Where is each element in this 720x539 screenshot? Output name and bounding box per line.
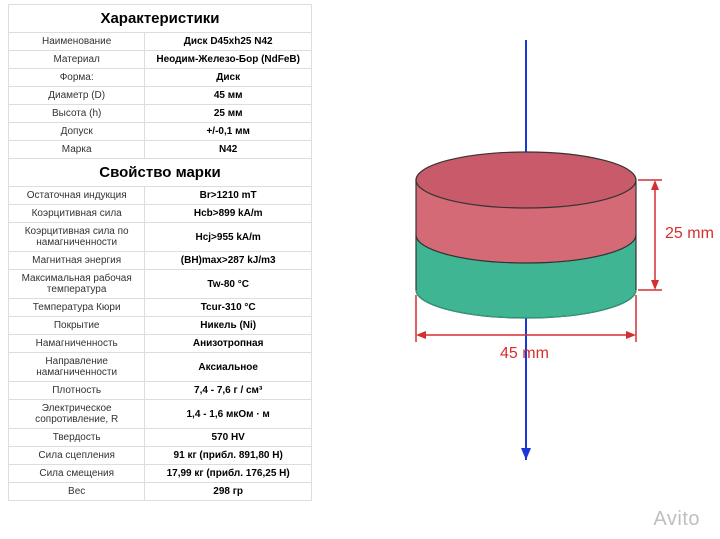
spec-value: Hcj>955 kA/m (145, 223, 312, 252)
spec-value: Диск D45xh25 N42 (145, 33, 312, 51)
spec-value: +/-0,1 мм (145, 123, 312, 141)
spec-value: 91 кг (прибл. 891,80 Н) (145, 447, 312, 465)
table-row: Температура КюриTcur-310 °C (9, 299, 312, 317)
table-row: Электрическое сопротивление, R1,4 - 1,6 … (9, 400, 312, 429)
spec-value: Tw-80 °C (145, 270, 312, 299)
dim-width-label: 45 mm (500, 345, 549, 363)
spec-value: N42 (145, 141, 312, 159)
table-row: Плотность7,4 - 7,6 г / см³ (9, 382, 312, 400)
table-row: НаименованиеДиск D45xh25 N42 (9, 33, 312, 51)
table-row: Остаточная индукцияBr>1210 mT (9, 187, 312, 205)
spec-label: Форма: (9, 69, 145, 87)
table-row: Магнитная энергия(BH)max>287 kJ/m3 (9, 252, 312, 270)
section-header-specs: Характеристики (9, 5, 312, 33)
spec-value: 1,4 - 1,6 мкОм · м (145, 400, 312, 429)
spec-label: Максимальная рабочая температура (9, 270, 145, 299)
spec-value: Неодим-Железо-Бор (NdFeB) (145, 51, 312, 69)
table-row: Направление намагниченностиАксиальное (9, 353, 312, 382)
section-header-grade: Свойство марки (9, 159, 312, 187)
spec-value: 25 мм (145, 105, 312, 123)
dim-height-label: 25 mm (665, 225, 714, 243)
spec-value: 298 гр (145, 483, 312, 501)
spec-value: Hcb>899 kA/m (145, 205, 312, 223)
spec-label: Диаметр (D) (9, 87, 145, 105)
spec-value: 570 HV (145, 429, 312, 447)
table-row: Коэрцитивная сила по намагниченностиHcj>… (9, 223, 312, 252)
section-header-label: Свойство марки (9, 159, 312, 187)
table-row: МаркаN42 (9, 141, 312, 159)
spec-table: Характеристики НаименованиеДиск D45xh25 … (8, 4, 312, 501)
spec-label: Твердость (9, 429, 145, 447)
table-row: Диаметр (D)45 мм (9, 87, 312, 105)
table-row: ПокрытиеНикель (Ni) (9, 317, 312, 335)
section-header-label: Характеристики (9, 5, 312, 33)
spec-label: Температура Кюри (9, 299, 145, 317)
spec-value: Анизотропная (145, 335, 312, 353)
spec-label: Высота (h) (9, 105, 145, 123)
cylinder-top-face (416, 152, 636, 208)
spec-label: Плотность (9, 382, 145, 400)
table-row: Форма:Диск (9, 69, 312, 87)
spec-value: Диск (145, 69, 312, 87)
spec-label: Магнитная энергия (9, 252, 145, 270)
watermark: Avito (653, 508, 700, 531)
spec-value: Tcur-310 °C (145, 299, 312, 317)
spec-table-panel: Характеристики НаименованиеДиск D45xh25 … (0, 0, 320, 539)
spec-label: Остаточная индукция (9, 187, 145, 205)
table-row: Вес298 гр (9, 483, 312, 501)
spec-value: Аксиальное (145, 353, 312, 382)
spec-label: Электрическое сопротивление, R (9, 400, 145, 429)
spec-label: Намагниченность (9, 335, 145, 353)
diagram-panel: 25 mm 45 mm Avito (320, 0, 720, 539)
spec-label: Наименование (9, 33, 145, 51)
axis-bottom-arrowhead (521, 448, 531, 460)
spec-label: Допуск (9, 123, 145, 141)
spec-label: Сила смещения (9, 465, 145, 483)
table-row: Коэрцитивная силаHcb>899 kA/m (9, 205, 312, 223)
spec-value: 7,4 - 7,6 г / см³ (145, 382, 312, 400)
spec-value: 45 мм (145, 87, 312, 105)
spec-label: Материал (9, 51, 145, 69)
diagram-svg (320, 0, 720, 520)
table-row: МатериалНеодим-Железо-Бор (NdFeB) (9, 51, 312, 69)
dim-height (638, 180, 662, 290)
spec-value: Никель (Ni) (145, 317, 312, 335)
spec-label: Направление намагниченности (9, 353, 145, 382)
spec-label: Коэрцитивная сила по намагниченности (9, 223, 145, 252)
table-row: Допуск+/-0,1 мм (9, 123, 312, 141)
spec-label: Покрытие (9, 317, 145, 335)
table-row: Сила смещения17,99 кг (прибл. 176,25 Н) (9, 465, 312, 483)
cylinder (416, 152, 636, 318)
spec-value: 17,99 кг (прибл. 176,25 Н) (145, 465, 312, 483)
spec-label: Марка (9, 141, 145, 159)
spec-label: Коэрцитивная сила (9, 205, 145, 223)
spec-value: (BH)max>287 kJ/m3 (145, 252, 312, 270)
table-row: Высота (h)25 мм (9, 105, 312, 123)
spec-label: Сила сцепления (9, 447, 145, 465)
table-row: НамагниченностьАнизотропная (9, 335, 312, 353)
table-row: Максимальная рабочая температураTw-80 °C (9, 270, 312, 299)
spec-value: Br>1210 mT (145, 187, 312, 205)
table-row: Сила сцепления91 кг (прибл. 891,80 Н) (9, 447, 312, 465)
spec-label: Вес (9, 483, 145, 501)
table-row: Твердость570 HV (9, 429, 312, 447)
